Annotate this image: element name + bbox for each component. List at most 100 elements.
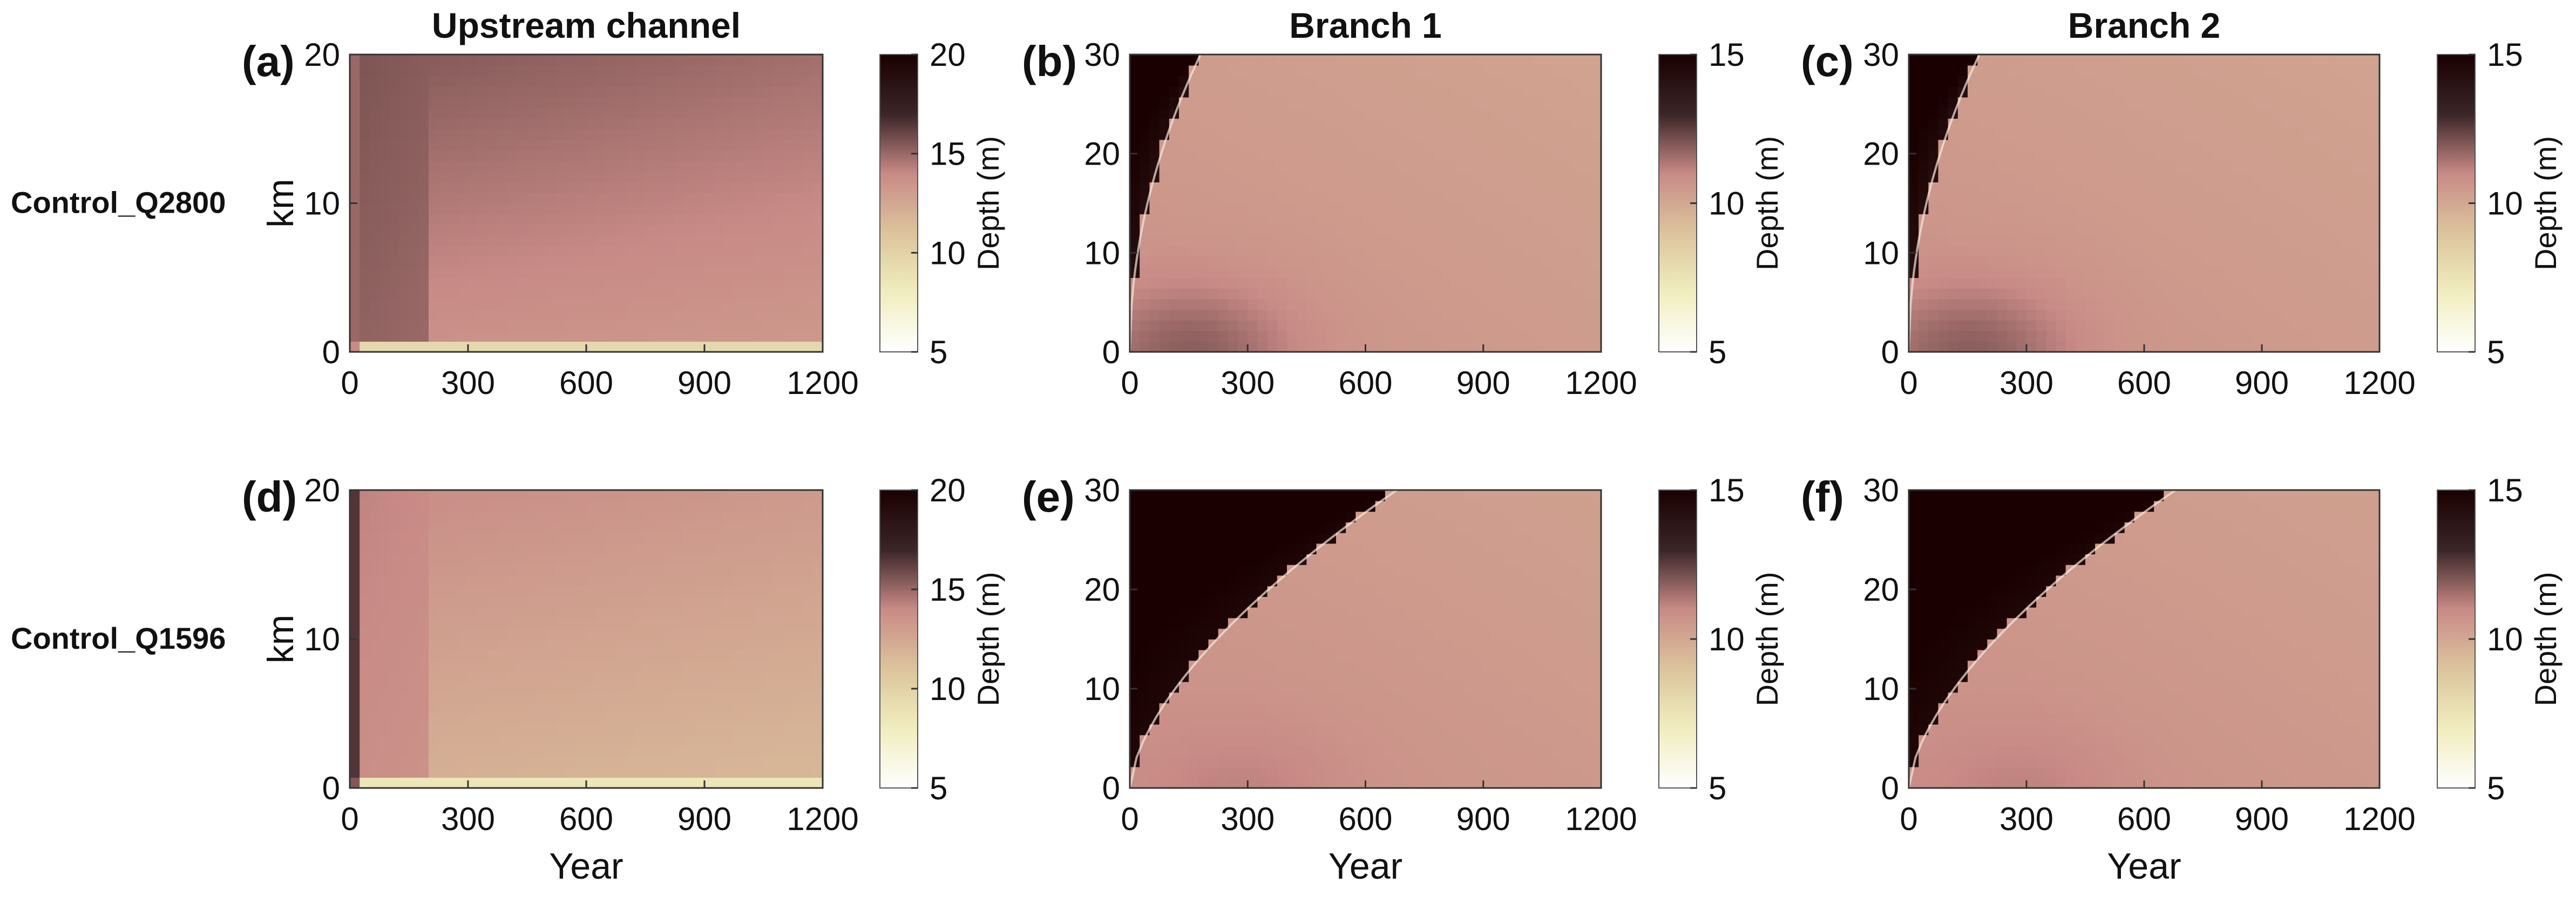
heatmap-cell	[1434, 277, 1445, 288]
heatmap-cell	[389, 575, 399, 587]
heatmap-cell	[635, 182, 646, 193]
heatmap-cell	[1533, 86, 1543, 97]
heatmap-cell	[2066, 256, 2076, 267]
heatmap-cell	[1434, 171, 1445, 182]
heatmap-cell	[370, 554, 380, 565]
heatmap-cell	[1346, 171, 1356, 182]
heatmap-cell	[360, 586, 370, 597]
heatmap-cell	[616, 618, 626, 629]
heatmap-cell	[754, 161, 764, 172]
heatmap-cell	[468, 703, 478, 714]
heatmap-cell	[626, 246, 636, 256]
heatmap-cell	[635, 713, 646, 725]
heatmap-cell	[1928, 76, 1938, 86]
heatmap-cell	[1385, 203, 1395, 214]
heatmap-cell	[1395, 161, 1405, 172]
heatmap-cell	[1218, 288, 1229, 299]
heatmap-cell	[2311, 193, 2321, 203]
heatmap-cell	[2321, 235, 2331, 246]
heatmap-cell	[399, 65, 409, 76]
heatmap-cell	[2076, 182, 2086, 193]
heatmap-cell	[1977, 288, 1988, 299]
heatmap-cell	[1938, 256, 1949, 267]
heatmap-cell	[1366, 97, 1376, 108]
heatmap-cell	[774, 118, 784, 129]
heatmap-cell	[2007, 86, 2017, 97]
heatmap-cell	[409, 97, 419, 108]
heatmap-cell	[1179, 65, 1189, 76]
heatmap-cell	[2262, 203, 2272, 214]
heatmap-cell	[635, 767, 646, 778]
heatmap-cell	[596, 246, 606, 256]
heatmap-cell	[429, 139, 439, 150]
heatmap-cell	[1503, 214, 1513, 225]
heatmap-cell	[1503, 86, 1513, 97]
heatmap-cell	[438, 745, 449, 757]
heatmap-cell	[626, 97, 636, 108]
heatmap-cell	[449, 511, 459, 522]
heatmap-cell	[2017, 129, 2027, 140]
heatmap-cell	[635, 735, 646, 746]
heatmap-cell	[2242, 256, 2253, 267]
heatmap-cell	[1444, 203, 1454, 214]
heatmap-cell	[1336, 118, 1346, 129]
heatmap-cell	[438, 150, 449, 161]
heatmap-cell	[2301, 118, 2311, 129]
heatmap-cell	[2056, 65, 2066, 76]
heatmap-cell	[1385, 182, 1395, 193]
heatmap-cell	[2292, 161, 2302, 172]
heatmap-cell	[2007, 161, 2017, 172]
heatmap-cell	[399, 235, 409, 246]
heatmap-cell	[2262, 107, 2272, 118]
heatmap-cell	[527, 203, 538, 214]
heatmap-cell	[1336, 267, 1346, 278]
heatmap-cell	[370, 639, 380, 650]
heatmap-cell	[1149, 320, 1160, 331]
heatmap-cell	[1571, 118, 1582, 129]
heatmap-cell	[635, 628, 646, 640]
heatmap-cell	[635, 299, 646, 310]
heatmap-cell	[2203, 139, 2213, 150]
heatmap-cell	[1513, 246, 1523, 256]
heatmap-cell	[547, 533, 557, 544]
heatmap-cell	[1493, 256, 1503, 267]
heatmap-cell	[675, 331, 685, 342]
heatmap-cell	[350, 203, 360, 214]
heatmap-cell	[507, 267, 518, 278]
heatmap-cell	[626, 86, 636, 97]
heatmap-cell	[1582, 139, 1592, 150]
heatmap-cell	[379, 267, 390, 278]
heatmap-cell	[438, 214, 449, 225]
heatmap-cell	[1414, 107, 1425, 118]
heatmap-cell	[1366, 55, 1376, 65]
heatmap-cell	[803, 214, 814, 225]
heatmap-cell	[2056, 235, 2066, 246]
heatmap-cell	[370, 256, 380, 267]
heatmap-cell	[1919, 320, 1929, 331]
heatmap-cell	[1483, 225, 1494, 235]
heatmap-cell	[1523, 299, 1533, 310]
heatmap-cell	[1228, 235, 1238, 246]
heatmap-cell	[2105, 277, 2115, 288]
heatmap-cell	[468, 331, 478, 342]
heatmap-cell	[409, 618, 419, 629]
heatmap-cell	[2340, 331, 2350, 342]
heatmap-cell	[1591, 299, 1602, 310]
heatmap-cell	[1405, 235, 1415, 246]
heatmap-cell	[557, 554, 567, 565]
heatmap-cell	[1248, 256, 1258, 267]
heatmap-cell	[1179, 267, 1189, 278]
heatmap-cell	[1209, 299, 1219, 310]
heatmap-cell	[399, 288, 409, 299]
heatmap-cell	[2272, 299, 2282, 310]
heatmap-cell	[537, 235, 547, 246]
heatmap-cell	[389, 214, 399, 225]
heatmap-cell	[635, 203, 646, 214]
heatmap-cell	[606, 745, 616, 757]
heatmap-cell	[2193, 331, 2204, 342]
heatmap-cell	[2193, 299, 2204, 310]
heatmap-cell	[626, 214, 636, 225]
heatmap-cell	[1385, 277, 1395, 288]
heatmap-cell	[606, 682, 616, 693]
heatmap-cell	[2350, 107, 2361, 118]
